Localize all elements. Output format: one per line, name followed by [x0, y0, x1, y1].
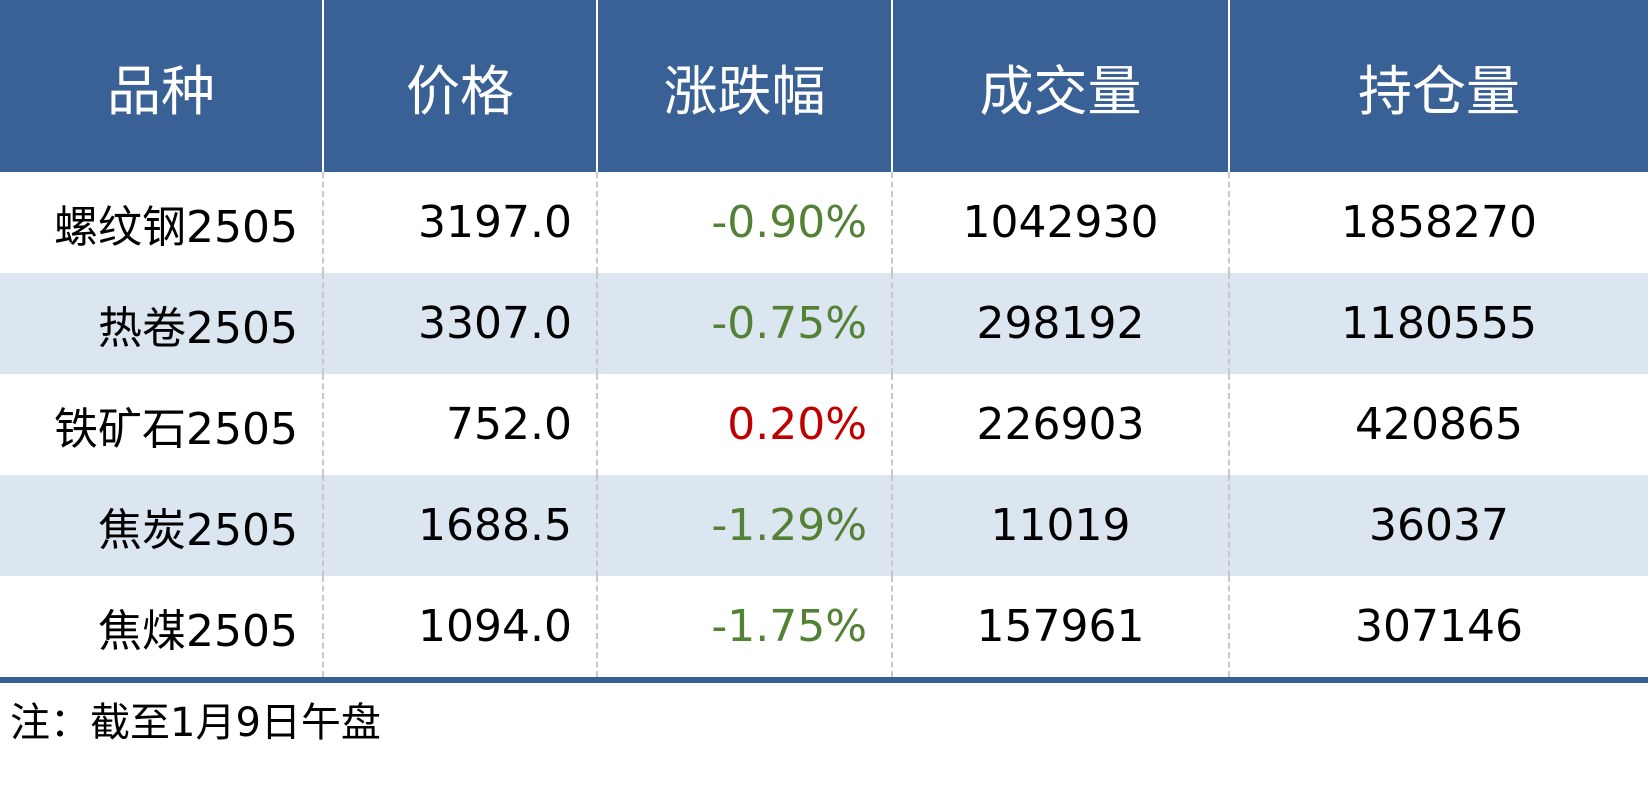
cell-open-interest: 307146 [1228, 576, 1648, 677]
cell-price: 1688.5 [322, 475, 597, 576]
table-row: 焦煤2505 1094.0 -1.75% 157961 307146 [0, 576, 1648, 677]
cell-name: 焦煤2505 [98, 605, 298, 657]
table-row: 热卷2505 3307.0 -0.75% 298192 1180555 [0, 273, 1648, 374]
cell-name: 铁矿石2505 [54, 403, 298, 455]
cell-volume: 11019 [891, 475, 1229, 576]
bottom-rule [0, 677, 1648, 683]
cell-volume: 157961 [891, 576, 1229, 677]
cell-name: 螺纹钢2505 [54, 201, 298, 253]
table-row: 螺纹钢2505 3197.0 -0.90% 1042930 1858270 [0, 172, 1648, 273]
cell-price: 3307.0 [322, 273, 597, 374]
cell-change: -1.29% [596, 475, 892, 576]
cell-volume: 226903 [891, 374, 1229, 475]
cell-volume: 1042930 [891, 172, 1229, 273]
cell-change: 0.20% [596, 374, 892, 475]
cell-price: 752.0 [322, 374, 597, 475]
cell-name: 焦炭2505 [0, 475, 323, 576]
futures-table: 品种 价格 涨跌幅 成交量 持仓量 螺纹钢2505 3197.0 -0.90% 104… [0, 0, 1648, 677]
cell-open-interest: 36037 [1228, 475, 1648, 576]
cell-change: -0.75% [596, 273, 892, 374]
header-row: 品种 价格 涨跌幅 成交量 持仓量 [0, 0, 1648, 172]
cell-volume: 298192 [891, 273, 1229, 374]
cell-name: 热卷2505 [0, 273, 323, 374]
table-row: 铁矿石2505 752.0 0.20% 226903 420865 [0, 374, 1648, 475]
table-row: 焦炭2505 1688.5 -1.29% 11019 36037 [0, 475, 1648, 576]
header-open-interest: 持仓量 [1228, 0, 1648, 172]
header-volume: 成交量 [891, 0, 1229, 172]
cell-open-interest: 420865 [1228, 374, 1648, 475]
cell-price: 1094.0 [322, 576, 597, 677]
header-name: 品种 [0, 0, 323, 172]
header-change: 涨跌幅 [596, 0, 892, 172]
header-price: 价格 [322, 0, 597, 172]
cell-open-interest: 1180555 [1228, 273, 1648, 374]
cell-open-interest: 1858270 [1228, 172, 1648, 273]
cell-change: -0.90% [596, 172, 892, 273]
footnote: 注：截至1月9日午盘 [10, 700, 381, 746]
cell-price: 3197.0 [322, 172, 597, 273]
cell-change: -1.75% [596, 576, 892, 677]
